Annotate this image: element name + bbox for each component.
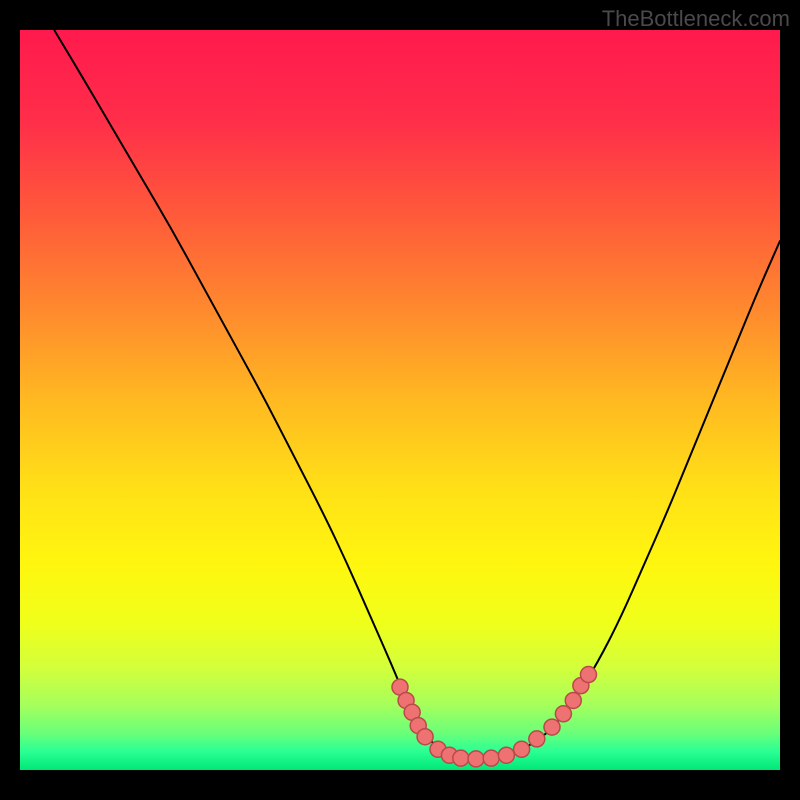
watermark-text: TheBottleneck.com <box>602 6 790 32</box>
bottleneck-chart <box>20 30 780 770</box>
gradient-background <box>20 30 780 770</box>
